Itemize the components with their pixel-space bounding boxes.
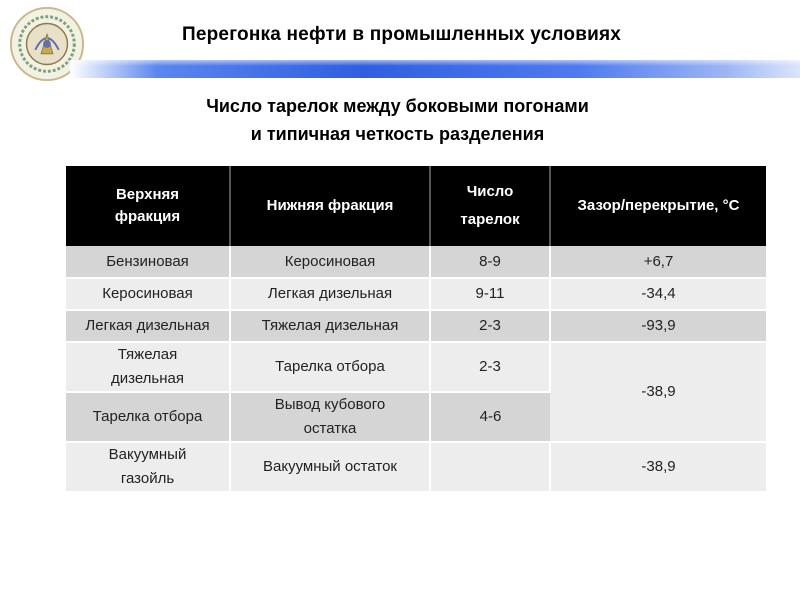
cell-upper: Вакуумный газойль bbox=[66, 442, 231, 493]
cell-lower: Тарелка отбора bbox=[230, 342, 431, 393]
column-header-lower-fraction: Нижняя фракция bbox=[230, 166, 431, 246]
column-header-tray-count: Число тарелок bbox=[430, 166, 551, 246]
column-header-gap-overlap: Зазор/перекрытие, °С bbox=[550, 166, 766, 246]
table-row: Тарелка отбора Вывод кубового остатка 4-… bbox=[66, 392, 766, 443]
cell-text: дизельная bbox=[110, 370, 184, 387]
table-row: Вакуумный газойль Вакуумный остаток -38,… bbox=[66, 442, 766, 493]
cell-upper: Тяжелая дизельная bbox=[66, 342, 231, 393]
table-row: Легкая дизельная Тяжелая дизельная 2-3 -… bbox=[66, 310, 766, 343]
cell-trays: 9-11 bbox=[430, 278, 551, 311]
university-seal-icon bbox=[9, 6, 85, 82]
cell-trays bbox=[430, 442, 551, 493]
cell-gap: +6,7 bbox=[550, 246, 766, 279]
header-text: Зазор/перекрытие, °С bbox=[577, 197, 740, 214]
cell-trays: 2-3 bbox=[430, 342, 551, 393]
cell-trays: 4-6 bbox=[430, 392, 550, 443]
table-row: Бензиновая Керосиновая 8-9 +6,7 bbox=[66, 246, 766, 279]
cell-lower: Тяжелая дизельная bbox=[230, 310, 431, 343]
cell-upper: Легкая дизельная bbox=[66, 310, 231, 343]
caption-line-2: и типичная четкость разделения bbox=[250, 124, 545, 144]
table-caption: Число тарелок между боковыми погонами и … bbox=[0, 92, 800, 148]
cell-upper: Тарелка отбора bbox=[66, 392, 231, 443]
table-row: Керосиновая Легкая дизельная 9-11 -34,4 bbox=[66, 278, 766, 311]
cell-upper: Бензиновая bbox=[66, 246, 231, 279]
cell-lower: Вакуумный остаток bbox=[230, 442, 431, 493]
header-text: Верхняя bbox=[115, 186, 180, 203]
cell-trays: 8-9 bbox=[430, 246, 551, 279]
cell-upper: Керосиновая bbox=[66, 278, 231, 311]
cell-text: газойль bbox=[120, 470, 175, 487]
cell-text: остатка bbox=[303, 420, 357, 437]
table-header-row: Верхняя фракция Нижняя фракция Число тар… bbox=[66, 166, 766, 246]
cell-gap: -38,9 bbox=[550, 442, 766, 493]
cell-trays: 2-3 bbox=[430, 310, 551, 343]
cell-gap: -34,4 bbox=[550, 278, 766, 311]
header-text: Число bbox=[466, 183, 514, 200]
header-bar-highlight bbox=[70, 60, 800, 66]
caption-line-1: Число тарелок между боковыми погонами bbox=[206, 96, 589, 116]
cell-gap: -93,9 bbox=[550, 310, 766, 343]
header-text: Нижняя фракция bbox=[266, 197, 394, 214]
fractions-table: Верхняя фракция Нижняя фракция Число тар… bbox=[66, 166, 766, 493]
header-text: фракция bbox=[114, 208, 181, 225]
cell-text: Вывод кубового bbox=[274, 396, 386, 413]
cell-text: Тяжелая bbox=[117, 346, 178, 363]
page-title: Перегонка нефти в промышленных условиях bbox=[182, 24, 622, 45]
cell-gap-merged: -38,9 bbox=[550, 342, 766, 443]
column-header-upper-fraction: Верхняя фракция bbox=[66, 166, 231, 246]
cell-lower: Вывод кубового остатка bbox=[230, 392, 431, 443]
cell-text: Вакуумный bbox=[108, 446, 187, 463]
table-row: Тяжелая дизельная Тарелка отбора 2-3 -38… bbox=[66, 342, 766, 443]
cell-lower: Керосиновая bbox=[230, 246, 431, 279]
cell-lower: Легкая дизельная bbox=[230, 278, 431, 311]
header-text: тарелок bbox=[460, 211, 520, 228]
